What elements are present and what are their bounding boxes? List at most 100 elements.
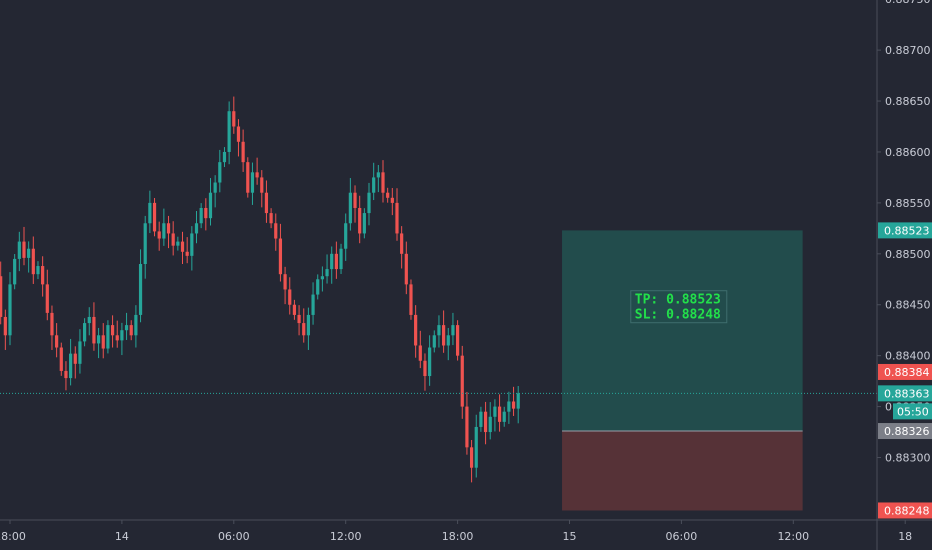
price-tick-label: 0.88700	[885, 44, 931, 57]
candle-body	[372, 177, 376, 193]
last-price-tag-label: 0.88363	[884, 387, 930, 400]
price-axis-tags: 0.88523 0.88384 0.88363 05:50 0.88326 0.88248	[878, 222, 932, 519]
candle-body	[353, 192, 357, 208]
candle-body	[362, 213, 366, 234]
time-tick-label: 06:00	[218, 530, 250, 543]
price-tick-label: 0.88450	[885, 299, 931, 312]
candle-body	[264, 192, 269, 214]
last-price-tag: 0.88363	[878, 385, 932, 402]
candle-body	[418, 345, 422, 361]
time-tick-label: 18:00	[442, 530, 474, 543]
candle-body	[432, 335, 436, 348]
candle-body	[474, 426, 478, 468]
sl-price-tag-label: 0.88248	[884, 504, 930, 517]
candle-body	[50, 312, 54, 336]
candle-body	[194, 223, 199, 234]
candle-body	[199, 207, 203, 224]
long-position-tool[interactable]	[562, 230, 803, 511]
candle-body	[446, 335, 450, 346]
candle-body	[236, 126, 241, 142]
price-tick-label: 0.88550	[885, 197, 931, 210]
candle-body	[302, 323, 306, 336]
candle-body	[8, 284, 12, 336]
annotation-sl-text: SL: 0.88248	[635, 308, 721, 323]
candle-body	[129, 325, 133, 336]
candle-body	[120, 330, 124, 341]
time-tick-label: 12:00	[330, 530, 362, 543]
candle-body	[414, 314, 418, 346]
candle-body	[488, 416, 492, 433]
candle-body	[274, 223, 278, 239]
annotation-box	[630, 290, 728, 324]
candle-body	[269, 213, 273, 224]
candle-body	[157, 231, 161, 239]
time-axis[interactable]: 18:00 14 06:00 12:00 18:00 15 06:00 12:00 18	[0, 519, 932, 543]
price-tick-label: 0.88500	[885, 248, 931, 261]
candle-body	[246, 162, 250, 193]
price-tick-label: 0.88750	[885, 0, 931, 6]
candle-body	[148, 202, 152, 224]
countdown-label: 05:50	[897, 405, 929, 418]
time-tick-label: 18	[898, 530, 912, 543]
tp-price-tag-label: 0.88523	[884, 224, 930, 237]
time-tick-label: 12:00	[777, 530, 809, 543]
candle-body	[115, 335, 119, 341]
take-profit-zone[interactable]	[562, 230, 803, 432]
candle-body	[409, 284, 413, 315]
sl-price-tag: 0.88248	[878, 502, 932, 519]
candle-body	[283, 274, 287, 290]
candle-body	[390, 197, 394, 203]
candle-body	[204, 207, 208, 219]
price-axis[interactable]: 0.883000.883500.884000.884500.885000.885…	[876, 0, 931, 550]
candle-body	[190, 233, 194, 256]
candle-body	[456, 325, 460, 356]
candle-body	[339, 248, 343, 270]
candle-body	[185, 251, 189, 256]
candle-body	[465, 406, 469, 448]
countdown-tag: 05:50	[893, 403, 932, 420]
candle-body	[428, 347, 432, 377]
entry-price-tag: 0.88326	[878, 423, 932, 440]
candle-body	[152, 202, 157, 232]
candle-body	[59, 347, 63, 371]
candle-body	[437, 325, 441, 336]
candle-body	[316, 279, 320, 295]
time-tick-label: 18:00	[0, 530, 26, 543]
candle-body	[330, 253, 334, 270]
candle-body	[320, 276, 324, 280]
candle-body	[325, 269, 329, 277]
candle-body	[507, 401, 511, 412]
price-tick-label: 0.88650	[885, 95, 931, 108]
candle-body	[344, 223, 348, 249]
candle-body	[297, 314, 301, 324]
candle-body	[27, 248, 31, 258]
candle-body	[376, 172, 380, 178]
candle-body	[479, 411, 483, 427]
time-tick-label: 15	[563, 530, 577, 543]
candles-layer	[0, 96, 520, 483]
high-price-tag-bg	[878, 363, 932, 380]
candle-body	[124, 325, 129, 331]
candle-body	[255, 172, 259, 178]
candle-body	[306, 314, 310, 336]
sl-price-tag-bg	[878, 502, 932, 519]
candle-body	[250, 172, 255, 193]
candle-body	[502, 411, 506, 422]
countdown-bg	[893, 403, 932, 420]
stop-loss-zone[interactable]	[562, 431, 803, 511]
candle-body	[162, 223, 166, 239]
candle-body	[222, 151, 227, 163]
candle-body	[78, 341, 82, 364]
entry-price-tag-label: 0.88326	[884, 425, 930, 438]
candle-body	[423, 360, 427, 377]
candle-body	[497, 406, 502, 422]
candle-body	[166, 223, 171, 234]
candle-body	[22, 241, 26, 258]
candle-body	[227, 111, 231, 152]
candle-body	[278, 238, 283, 275]
candle-body	[367, 192, 371, 214]
candle-body	[41, 266, 45, 285]
candle-body	[45, 284, 49, 313]
